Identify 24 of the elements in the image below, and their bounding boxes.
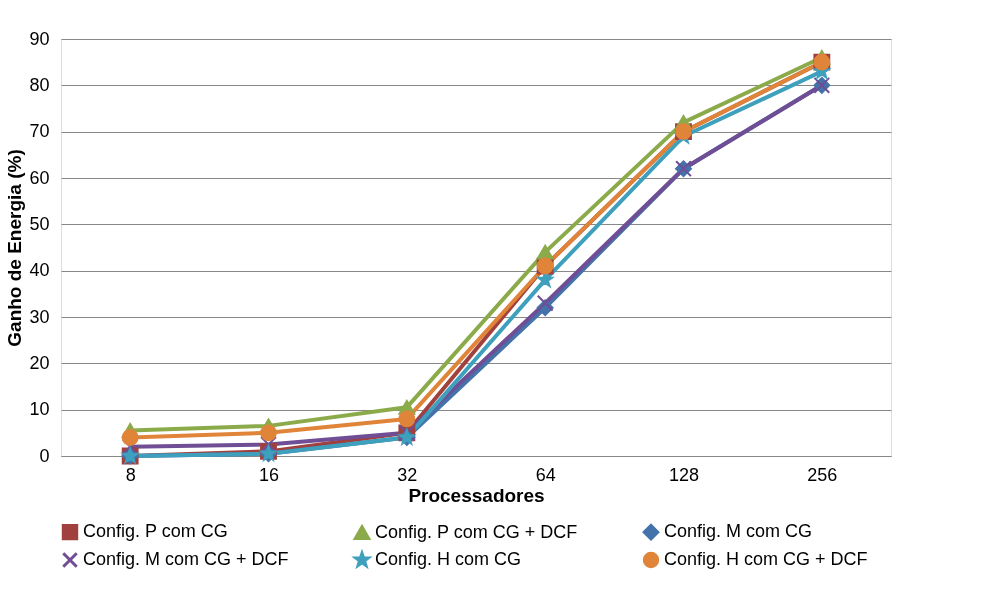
x-tick-label: 256 <box>807 464 838 485</box>
x-tick-label: 8 <box>125 464 136 485</box>
y-tick-label: 90 <box>29 28 50 49</box>
legend-label: Config. H com CG + DCF <box>664 549 868 569</box>
y-tick-label: 0 <box>39 445 50 466</box>
y-axis-title: Ganho de Energia (%) <box>4 149 26 347</box>
y-tick-label: 80 <box>29 74 50 95</box>
y-tick-label: 50 <box>29 213 50 234</box>
legend-label: Config. H com CG <box>375 549 522 569</box>
legend-label: Config. P com CG + DCF <box>375 521 578 542</box>
y-tick-label: 10 <box>29 399 50 420</box>
y-tick-label: 60 <box>29 167 50 188</box>
x-tick-label: 64 <box>535 464 556 485</box>
legend-label: Config. M com CG + DCF <box>83 549 289 569</box>
x-tick-label: 128 <box>668 464 700 485</box>
x-axis-title: Processadores <box>408 484 545 506</box>
x-tick-label: 16 <box>258 464 280 485</box>
legend-label: Config. M com CG <box>664 521 813 542</box>
y-tick-label: 40 <box>29 260 50 281</box>
y-tick-label: 30 <box>29 306 50 327</box>
x-tick-label: 32 <box>397 464 418 485</box>
y-tick-label: 20 <box>29 352 50 373</box>
y-tick-label: 70 <box>29 121 50 142</box>
legend-label: Config. P com CG <box>83 521 228 542</box>
